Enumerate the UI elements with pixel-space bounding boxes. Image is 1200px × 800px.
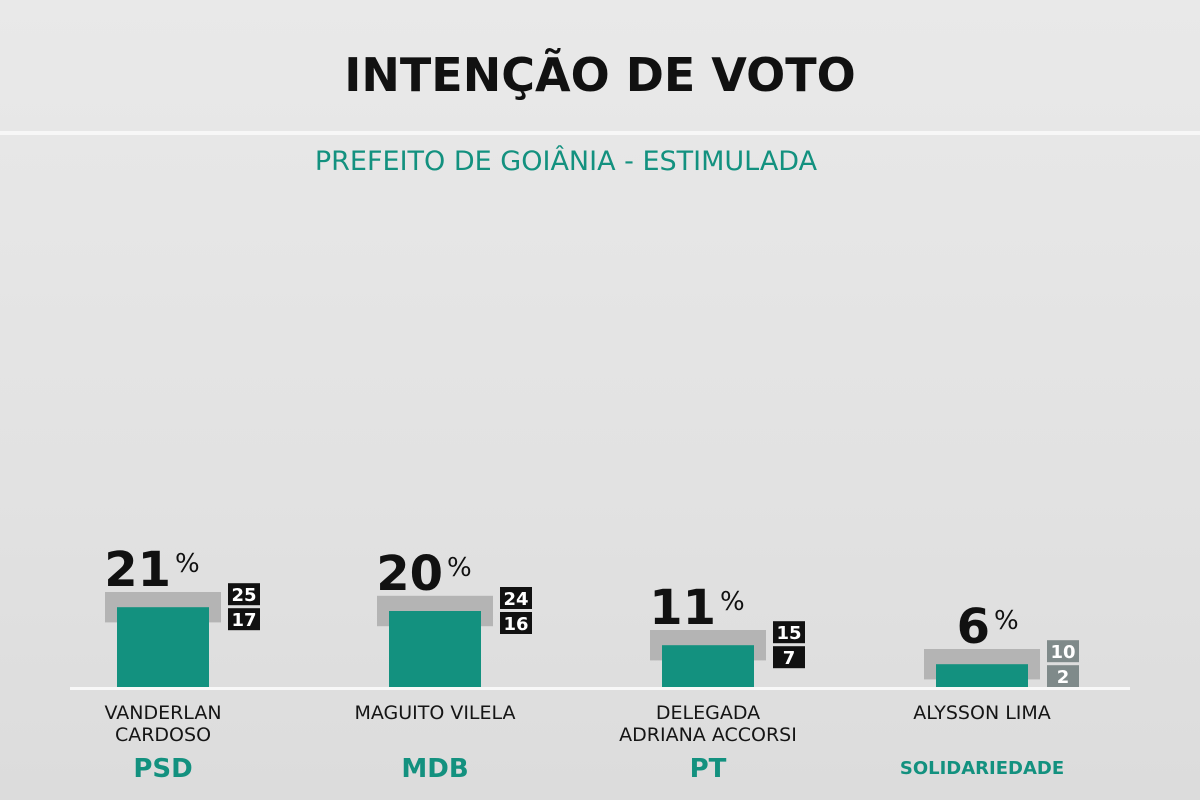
bar xyxy=(662,645,754,687)
party-label: PT xyxy=(690,754,727,784)
upper-bound-box xyxy=(773,621,805,644)
lower-bound-label: 16 xyxy=(503,614,528,635)
value-label: 6 xyxy=(957,599,990,655)
lower-bound-label: 7 xyxy=(783,648,796,669)
party-label: MDB xyxy=(401,754,468,784)
upper-bound-label: 15 xyxy=(776,623,801,644)
bar xyxy=(117,607,209,687)
title-divider xyxy=(0,131,1200,135)
lower-bound-label: 17 xyxy=(231,610,256,631)
party-label: SOLIDARIEDADE xyxy=(900,758,1064,779)
lower-bound-box xyxy=(773,646,805,669)
candidate-name: ALYSSON LIMA xyxy=(913,702,1051,724)
lower-bound-box xyxy=(1047,665,1079,688)
upper-bound-label: 10 xyxy=(1050,642,1075,663)
percent-sign: % xyxy=(447,553,472,583)
candidate-name: DELEGADA xyxy=(656,702,760,724)
bar xyxy=(389,611,481,687)
candidate-name: MAGUITO VILELA xyxy=(354,702,515,724)
upper-bound-label: 24 xyxy=(503,589,528,610)
percent-sign: % xyxy=(720,587,745,617)
upper-bound-box xyxy=(228,583,260,606)
chart-subtitle: PREFEITO DE GOIÂNIA - ESTIMULADA xyxy=(314,146,818,177)
bar xyxy=(936,664,1028,687)
upper-bound-label: 25 xyxy=(231,585,256,606)
value-label: 21 xyxy=(104,542,171,598)
percent-sign: % xyxy=(994,606,1019,636)
candidate-name: ADRIANA ACCORSI xyxy=(619,724,797,746)
chart-title: INTENÇÃO DE VOTO xyxy=(344,48,856,102)
lower-bound-box xyxy=(228,608,260,631)
lower-bound-label: 2 xyxy=(1057,667,1070,688)
candidate-name: CARDOSO xyxy=(115,724,211,746)
upper-bound-box xyxy=(1047,640,1079,663)
lower-bound-box xyxy=(500,612,532,634)
candidate-name: VANDERLAN xyxy=(104,702,221,724)
value-label: 20 xyxy=(376,546,443,602)
party-label: PSD xyxy=(133,754,192,784)
value-label: 11 xyxy=(649,580,716,636)
upper-bound-box xyxy=(500,587,532,609)
baseline xyxy=(70,687,1130,690)
percent-sign: % xyxy=(175,549,200,579)
